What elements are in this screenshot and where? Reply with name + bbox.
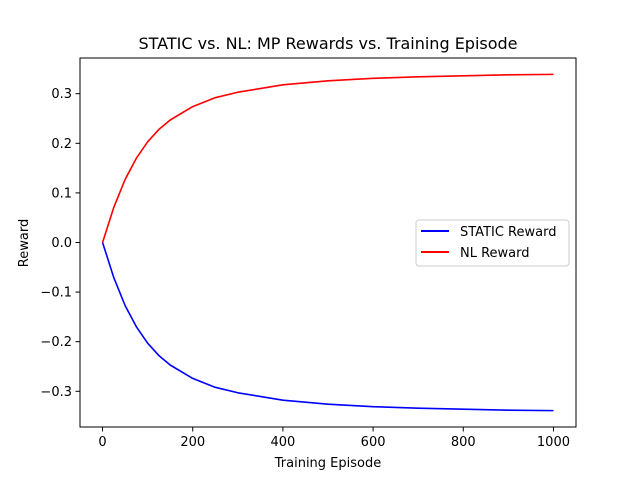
x-tick-label: 600 xyxy=(361,435,386,450)
series-line-0 xyxy=(101,242,554,412)
x-tick-label: 1000 xyxy=(537,435,570,450)
x-tick-label: 0 xyxy=(98,435,106,450)
legend: STATIC Reward NL Reward xyxy=(415,219,570,267)
y-tick-label: 0.0 xyxy=(51,236,72,251)
x-axis-label: Training Episode xyxy=(274,456,381,471)
y-axis: −0.3 −0.2 −0.1 0.0 0.1 0.2 0.3 xyxy=(40,87,80,400)
x-axis: 0 200 400 600 800 1000 xyxy=(98,427,570,450)
legend-box xyxy=(415,219,570,267)
y-tick-label: 0.3 xyxy=(51,87,72,102)
y-tick-label: 0.1 xyxy=(51,186,72,201)
y-tick-label: −0.2 xyxy=(40,335,72,350)
y-tick-label: −0.3 xyxy=(40,385,72,400)
chart-title: STATIC vs. NL: MP Rewards vs. Training E… xyxy=(138,34,517,53)
y-tick-label: 0.2 xyxy=(51,137,72,152)
x-tick-label: 400 xyxy=(270,435,295,450)
y-tick-label: −0.1 xyxy=(40,286,72,301)
legend-label-nl: NL Reward xyxy=(460,246,530,261)
x-tick-label: 200 xyxy=(180,435,205,450)
y-axis-label: Reward xyxy=(17,219,32,267)
x-tick-label: 800 xyxy=(451,435,476,450)
legend-label-static: STATIC Reward xyxy=(460,225,556,240)
series-layer xyxy=(101,73,554,412)
series-line-1 xyxy=(101,73,554,243)
